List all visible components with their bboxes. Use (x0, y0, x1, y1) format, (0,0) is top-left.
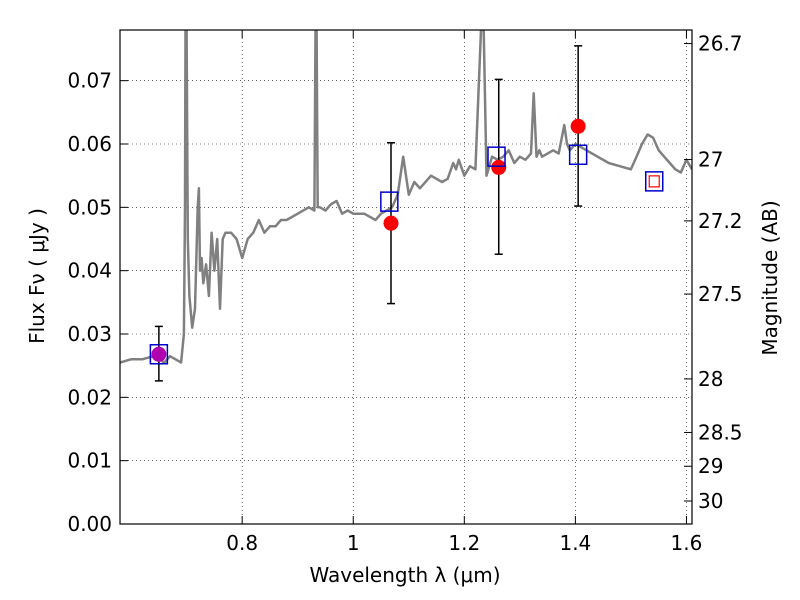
x-axis-label: Wavelength λ (μm) (309, 563, 500, 587)
observed-point (151, 346, 167, 362)
x-tick-label: 0.8 (226, 531, 258, 555)
model-band-square (380, 191, 399, 212)
x-tick-label: 1.4 (559, 531, 591, 555)
model-band-square (568, 144, 588, 166)
y-tick-label: 0.03 (67, 322, 112, 346)
plot-frame (119, 29, 693, 525)
axis-ticks: 0.8 1 1.2 1.4 1.6 0.00 0.01 0.02 0.03 0.04 0.05 0.0… (67, 30, 743, 555)
upper-limit-square (648, 175, 660, 188)
model-band-square (149, 344, 169, 365)
observed-point (570, 118, 586, 134)
right-tick-label: 30 (698, 489, 723, 513)
model-band-square (644, 171, 664, 192)
right-tick-label: 28.5 (698, 420, 743, 444)
y-tick-label: 0.01 (67, 449, 112, 473)
right-tick-label: 29 (698, 454, 723, 478)
right-tick-label: 27.2 (698, 209, 743, 233)
y-tick-label: 0.04 (67, 259, 112, 283)
y-tick-label: 0.02 (67, 385, 112, 409)
y-tick-label: 0.05 (67, 195, 112, 219)
x-tick-label: 1.2 (448, 531, 480, 555)
right-tick-label: 27 (698, 148, 723, 172)
right-tick-label: 26.7 (698, 32, 743, 56)
right-tick-label: 28 (698, 367, 723, 391)
data-series (120, 30, 692, 382)
x-tick-label: 1 (347, 531, 360, 555)
spectrum-line (120, 30, 692, 364)
right-tick-label: 27.5 (698, 282, 743, 306)
y-axis-label: Flux Fν ( μJy ) (25, 208, 49, 344)
model-band-square (487, 146, 506, 167)
right-axis-label: Magnitude (AB) (758, 200, 782, 355)
observed-point (491, 159, 507, 175)
observed-point (383, 215, 399, 231)
grid-lines (120, 30, 692, 524)
x-tick-label: 1.6 (671, 531, 703, 555)
y-tick-label: 0.06 (67, 132, 112, 156)
y-tick-label: 0.00 (67, 512, 112, 536)
y-tick-label: 0.07 (67, 69, 112, 93)
